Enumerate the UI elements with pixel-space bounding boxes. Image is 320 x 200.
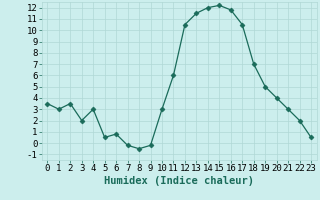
X-axis label: Humidex (Indice chaleur): Humidex (Indice chaleur) xyxy=(104,176,254,186)
